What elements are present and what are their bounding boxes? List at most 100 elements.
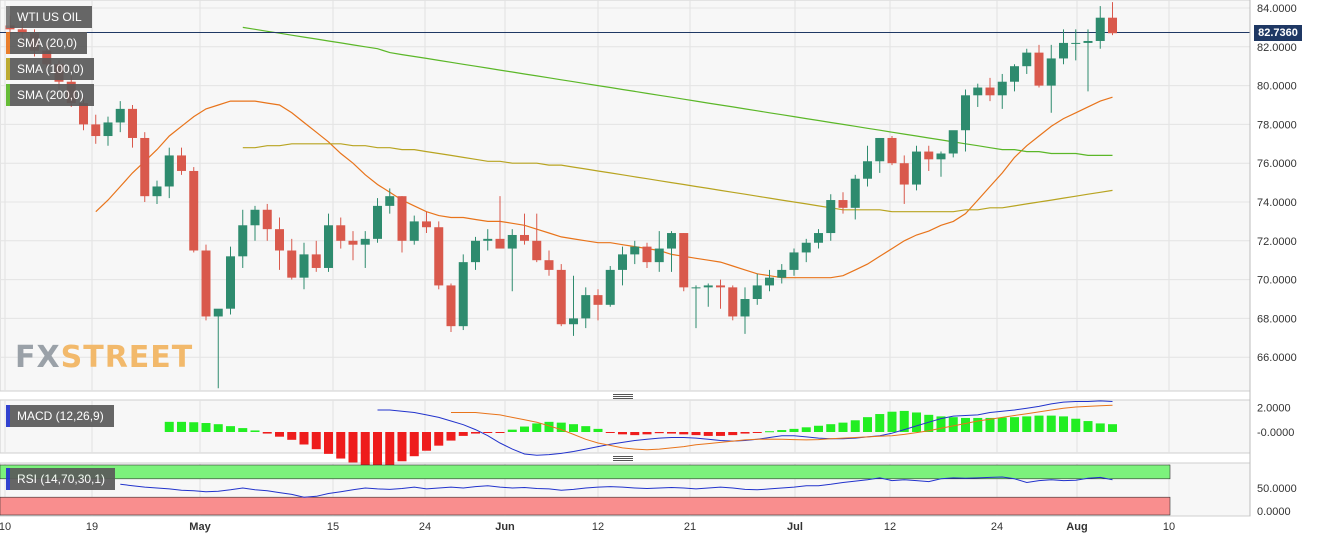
macd-histogram-bar xyxy=(226,426,235,432)
candle xyxy=(1010,64,1019,92)
candle-body xyxy=(250,209,260,226)
candle xyxy=(556,264,566,327)
candle xyxy=(679,233,689,292)
date-tick-label: 21 xyxy=(684,521,696,533)
macd-histogram-bar xyxy=(1034,415,1044,432)
candle xyxy=(1108,2,1117,36)
candle-body xyxy=(691,287,701,289)
candle-body xyxy=(777,269,787,278)
macd-histogram-bar xyxy=(936,416,946,432)
candle xyxy=(103,116,113,146)
macd-histogram-bar xyxy=(679,432,689,435)
macd-histogram-bar xyxy=(961,417,970,432)
macd-histogram-bar xyxy=(899,410,909,432)
price-tick-label: 84.0000 xyxy=(1257,3,1297,15)
candle xyxy=(189,167,199,253)
candle-body xyxy=(605,269,615,305)
candle-body xyxy=(985,87,995,96)
candle xyxy=(409,215,419,245)
sma100-legend[interactable]: SMA (100,0) xyxy=(6,58,94,80)
macd-histogram-bar xyxy=(495,432,505,433)
macd-histogram-bar xyxy=(164,421,174,432)
candle-body xyxy=(961,95,970,131)
macd-histogram-bar xyxy=(777,430,787,432)
candle-body xyxy=(581,295,591,319)
candle xyxy=(532,213,542,263)
macd-legend[interactable]: MACD (12,26,9) xyxy=(6,405,114,427)
macd-signal-line xyxy=(451,404,1113,451)
pane-splitter-rsi[interactable] xyxy=(613,456,633,462)
candle-body xyxy=(1059,42,1068,59)
candle-body xyxy=(1010,66,1019,82)
candle-body xyxy=(1034,52,1044,86)
candle xyxy=(1034,44,1044,88)
macd-histogram-bar xyxy=(667,432,676,434)
date-tick-label: 19 xyxy=(86,521,98,533)
candle xyxy=(1059,29,1068,65)
candle xyxy=(507,229,517,292)
macd-histogram-bar xyxy=(752,432,762,433)
candle-body xyxy=(801,242,811,253)
date-tick-label: Aug xyxy=(1066,521,1087,533)
date-tick-label: 10 xyxy=(1163,521,1175,533)
candle-body xyxy=(238,225,248,257)
candle-body xyxy=(569,318,578,325)
candle-body xyxy=(422,221,431,228)
macd-histogram-bar xyxy=(213,424,223,432)
candle-body xyxy=(948,130,958,154)
macd-histogram-bar xyxy=(409,432,419,457)
candle-body xyxy=(495,238,505,249)
macd-histogram-bar xyxy=(336,432,346,459)
macd-histogram-bar xyxy=(740,432,750,434)
candle xyxy=(936,151,946,177)
candle xyxy=(385,188,395,214)
candle xyxy=(838,192,848,214)
macd-histogram-bar xyxy=(532,423,542,432)
macd-histogram-bar xyxy=(642,432,652,435)
macd-histogram-bar xyxy=(422,432,431,451)
price-tick-label: 72.0000 xyxy=(1257,236,1297,248)
macd-histogram-bar xyxy=(1010,417,1019,432)
candle xyxy=(544,250,554,276)
candle xyxy=(863,145,872,187)
macd-histogram-bar xyxy=(789,428,799,432)
candle xyxy=(336,217,346,249)
macd-histogram-bar xyxy=(250,430,260,432)
price-tick-label: 66.0000 xyxy=(1257,352,1297,364)
macd-histogram-bar xyxy=(875,414,885,432)
macd-histogram-bar xyxy=(593,428,603,432)
sma20-line xyxy=(95,96,1113,279)
candle-body xyxy=(1083,40,1093,43)
candle xyxy=(348,231,358,261)
macd-histogram-bar xyxy=(703,432,713,436)
candle-body xyxy=(397,196,407,241)
candle-body xyxy=(164,155,174,187)
macd-histogram-bar xyxy=(458,432,468,436)
macd-histogram-bar xyxy=(1059,416,1068,432)
rsi-legend[interactable]: RSI (14,70,30,1) xyxy=(6,468,116,490)
macd-histogram-bar xyxy=(520,426,529,432)
macd-histogram-bar xyxy=(605,432,615,433)
candle-body xyxy=(752,285,762,299)
instrument-label: WTI US OIL xyxy=(17,10,82,24)
candle xyxy=(373,198,382,243)
macd-swatch xyxy=(6,405,10,427)
instrument-legend[interactable]: WTI US OIL xyxy=(6,6,92,28)
pane-splitter-macd[interactable] xyxy=(613,394,633,400)
sma20-legend[interactable]: SMA (20,0) xyxy=(6,32,88,54)
candle xyxy=(299,242,309,290)
sma100-swatch xyxy=(6,58,10,80)
candle xyxy=(912,145,921,191)
macd-histogram-bar xyxy=(581,426,591,432)
macd-histogram-bar xyxy=(801,427,811,432)
macd-histogram-bar xyxy=(654,432,664,434)
candle xyxy=(777,264,787,284)
candle xyxy=(238,209,248,268)
macd-histogram-bar xyxy=(997,417,1007,432)
candle xyxy=(789,248,799,276)
candle-body xyxy=(936,153,946,160)
candle-body xyxy=(434,227,444,286)
sma20-swatch xyxy=(6,32,10,54)
sma200-legend[interactable]: SMA (200,0) xyxy=(6,84,94,106)
